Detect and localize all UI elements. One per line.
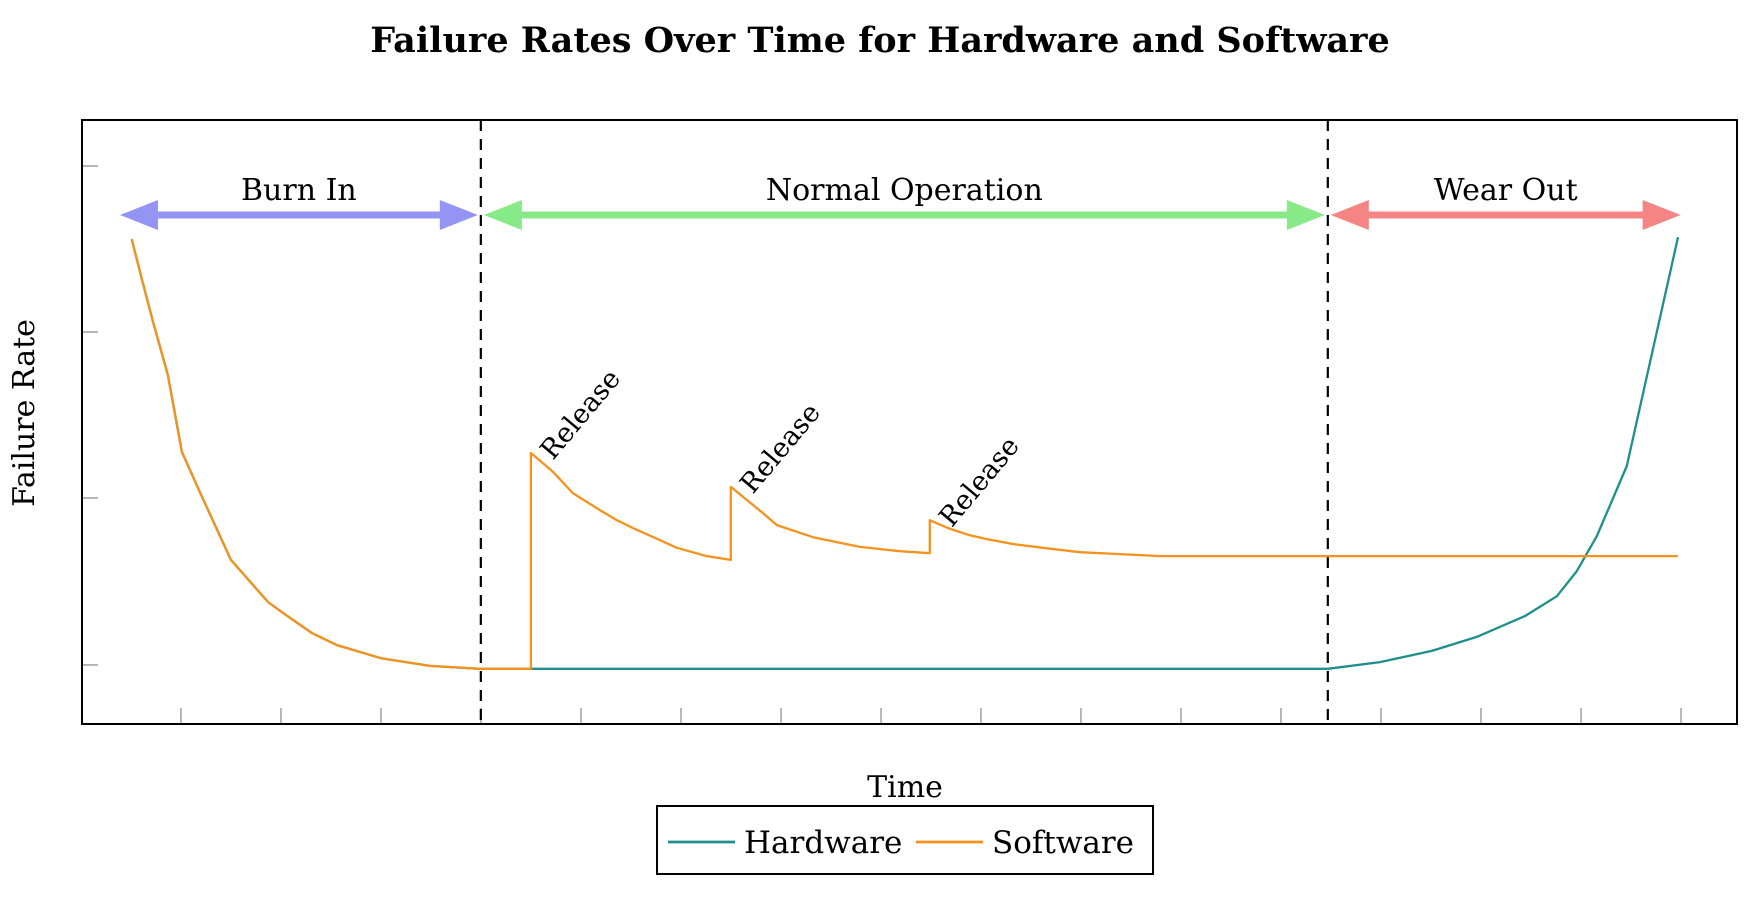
legend-label-hardware: Hardware [744,825,902,861]
arrowhead-right [1642,200,1681,230]
legend-label-software: Software [992,825,1134,861]
x-axis-label: Time [867,770,943,805]
chart-title: Failure Rates Over Time for Hardware and… [370,20,1390,61]
arrowhead-right [1286,200,1325,230]
region-label: Normal Operation [766,173,1043,208]
arrowhead-left [119,200,158,230]
plot-border [81,119,1738,725]
region-arrow-wear-out [1330,200,1681,230]
region-arrow-normal-operation [483,200,1325,230]
region-label: Wear Out [1434,173,1578,208]
legend-box [656,805,1154,875]
arrowhead-right [439,200,478,230]
region-arrow-burn-in [119,200,478,230]
y-axis-label: Failure Rate [7,319,42,507]
arrowhead-left [483,200,522,230]
series-line-software [130,238,1679,670]
region-label: Burn In [241,173,357,208]
arrowhead-left [1330,200,1369,230]
